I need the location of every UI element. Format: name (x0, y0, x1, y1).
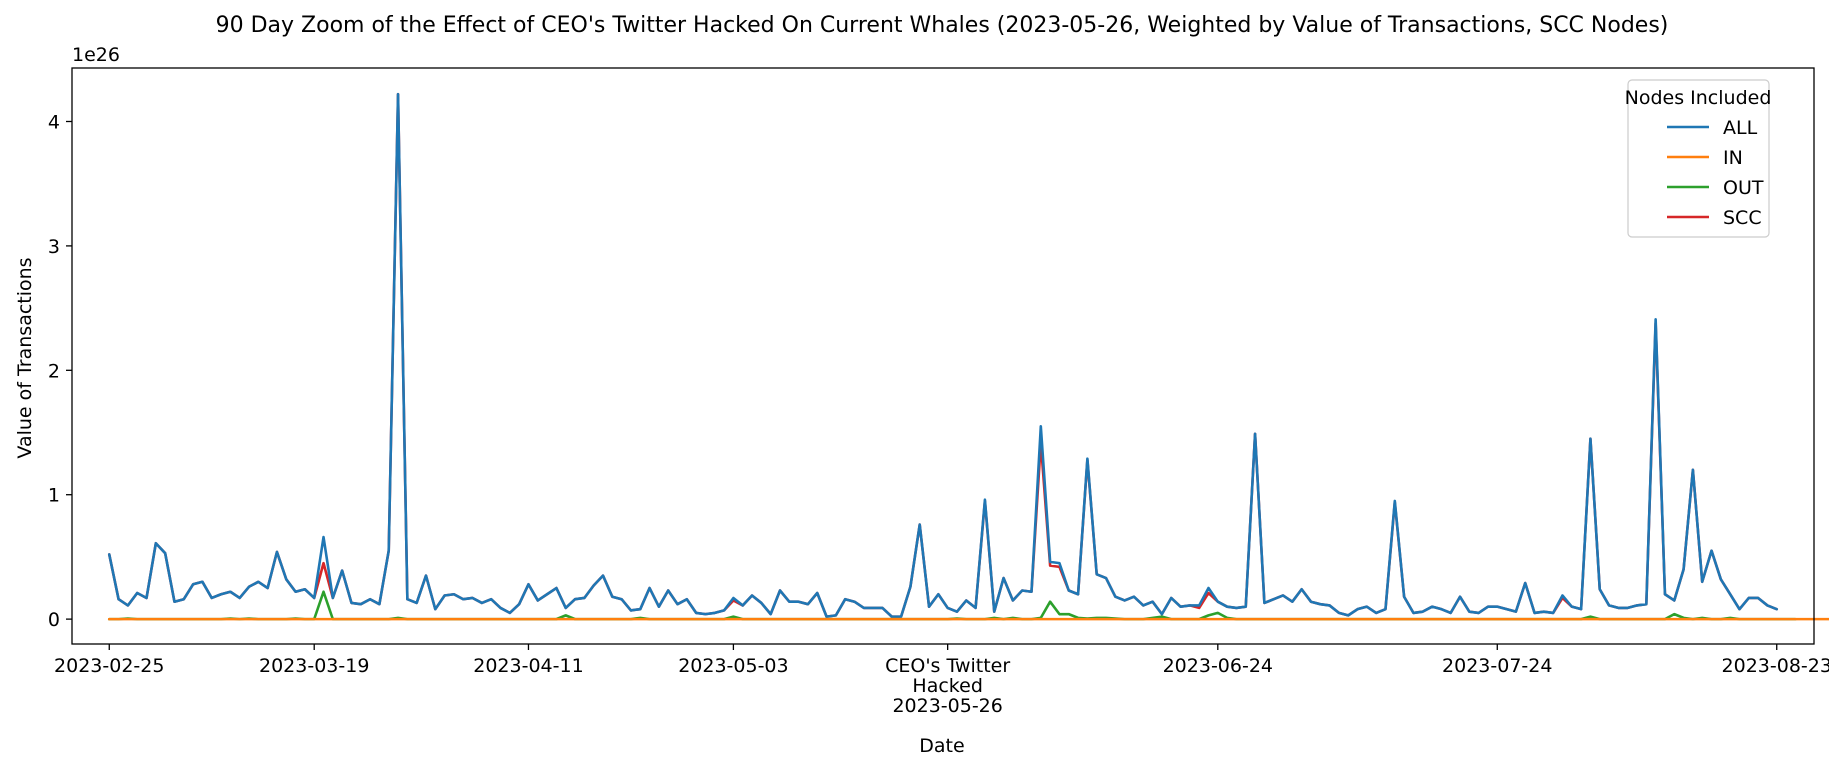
x-tick-label: 2023-05-26 (892, 695, 1002, 717)
legend: Nodes Included ALL IN OUT SCC (1625, 79, 1772, 238)
y-tick-label: 4 (48, 111, 60, 133)
legend-title: Nodes Included (1625, 87, 1772, 109)
series-layer (107, 92, 1829, 621)
x-tick-label: 2023-02-25 (54, 655, 164, 677)
series-line-out (107, 590, 1797, 621)
legend-label-in: IN (1723, 147, 1743, 169)
x-tick-label: 2023-07-24 (1442, 655, 1552, 677)
series-line-all (107, 92, 1779, 618)
x-tick-label: 2023-05-03 (678, 655, 788, 677)
chart-title: 90 Day Zoom of the Effect of CEO's Twitt… (216, 13, 1669, 38)
plot-frame (71, 67, 1815, 645)
x-axis-label: Date (919, 735, 964, 757)
y-axis-ticks: 0 1 2 3 4 (48, 111, 72, 631)
y-axis-label: Value of Transactions (14, 257, 36, 458)
legend-label-scc: SCC (1723, 207, 1762, 229)
x-tick-label: 2023-08-23 (1722, 655, 1829, 677)
y-offset-label: 1e26 (72, 44, 120, 66)
legend-entries: ALL IN OUT SCC (1667, 117, 1764, 229)
y-tick-label: 3 (48, 236, 60, 258)
x-axis-ticks: 2023-02-25 2023-03-19 2023-04-11 2023-05-03… (54, 644, 1829, 717)
y-tick-label: 0 (48, 609, 60, 631)
x-tick-label: 2023-04-11 (473, 655, 583, 677)
x-tick-label: 2023-03-19 (259, 655, 369, 677)
x-tick-label: 2023-06-24 (1163, 655, 1273, 677)
legend-box (1627, 79, 1770, 238)
legend-label-all: ALL (1723, 117, 1758, 139)
y-tick-label: 1 (48, 485, 60, 507)
series-line-scc (107, 92, 1779, 618)
x-tick-label: Hacked (912, 675, 982, 697)
legend-label-out: OUT (1723, 177, 1764, 199)
y-tick-label: 2 (48, 360, 60, 382)
x-tick-label: CEO's Twitter (885, 655, 1010, 677)
